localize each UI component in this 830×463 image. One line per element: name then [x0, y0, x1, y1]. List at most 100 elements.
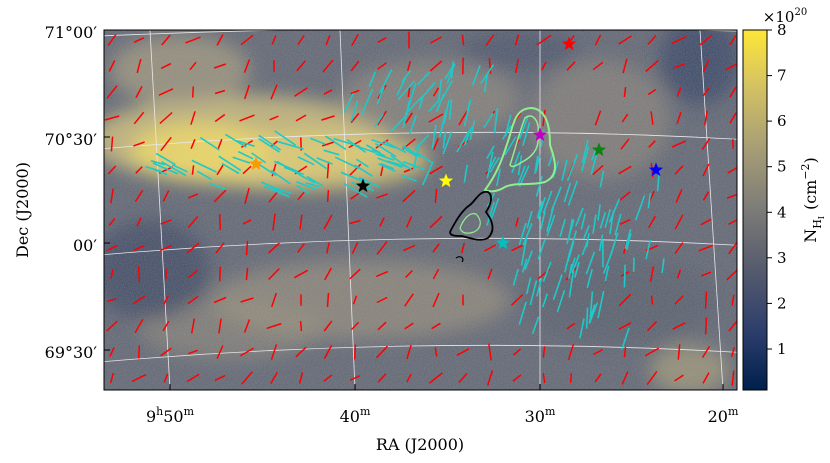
polarization-vector-cyan [466, 99, 472, 114]
polarization-vector-cyan [621, 327, 630, 350]
polarization-vector-red [323, 89, 333, 95]
polarization-vector-cyan [585, 251, 596, 275]
polarization-vector-red [187, 295, 199, 305]
polarization-vector-red [186, 373, 200, 383]
polarization-vector-cyan [524, 250, 533, 270]
polarization-vector-cyan [374, 113, 384, 128]
polarization-vector-red [650, 295, 654, 305]
polarization-vector-red [379, 217, 385, 227]
polarization-vector-red [406, 373, 412, 383]
polarization-vector-red [187, 269, 199, 279]
polarization-vector-cyan [589, 291, 594, 318]
polarization-vector-cyan [296, 180, 317, 191]
polarization-vector-cyan [535, 154, 541, 172]
polarization-vector-cyan [343, 92, 355, 113]
polarization-vector-red [326, 161, 330, 179]
dec-grid-line [104, 344, 737, 363]
polarization-vector-red [701, 346, 711, 358]
polarization-vector-red [726, 193, 737, 199]
polarization-vector-red [725, 63, 737, 71]
polarization-vector-cyan [409, 114, 417, 134]
polarization-vector-red [160, 244, 172, 252]
star-marker-red [561, 36, 577, 51]
polarization-vector-red [702, 372, 710, 384]
polarization-vector-red [674, 242, 684, 254]
polarization-vector-red [405, 269, 413, 279]
polarization-vector-red [511, 244, 523, 252]
polarization-vector-cyan [535, 175, 543, 197]
y-tick-label: 70°30′ [45, 130, 98, 149]
polarization-vector-red [648, 140, 656, 148]
star-marker-magenta [532, 127, 548, 142]
colorbar-label: NHI(cm−2) [799, 157, 826, 243]
polarization-vector-red [618, 322, 632, 330]
polarization-vector-red [726, 269, 737, 281]
polarization-vector-cyan [564, 250, 571, 273]
polarization-vector-cyan [390, 112, 409, 133]
polarization-vector-red [731, 370, 735, 386]
polarization-vector-cyan [446, 63, 456, 84]
polarization-vector-cyan [297, 156, 315, 166]
polarization-vector-cyan [512, 268, 519, 286]
polarization-vector-cyan [581, 146, 590, 172]
polarization-vector-red [110, 188, 114, 204]
polarization-vector-red [321, 141, 335, 147]
polarization-vector-cyan [415, 151, 433, 164]
polarization-vector-red [323, 320, 333, 332]
polarization-vector-red [646, 320, 658, 332]
polarization-vector-red [348, 163, 362, 177]
polarization-vector-red [270, 372, 278, 384]
polarization-vector-red [243, 319, 251, 333]
polarization-vector-cyan [518, 165, 530, 187]
x-tick-label: 20m [708, 405, 739, 426]
polarization-vector-red [295, 114, 307, 122]
polarization-vector-red [405, 112, 413, 124]
colorbar-tick-label: 1 [777, 340, 787, 358]
polarization-vector-red [375, 270, 389, 278]
polarization-vector-red [240, 34, 254, 46]
map-panel [104, 30, 737, 390]
polarization-vector-red [294, 87, 308, 97]
polarization-vector-red [484, 244, 496, 252]
polarization-vector-red [268, 267, 280, 281]
colorbar-tick-label: 4 [777, 203, 787, 221]
polarization-vector-red [376, 241, 388, 255]
polarization-vector-cyan [401, 70, 412, 83]
polarization-vector-cyan [273, 160, 298, 173]
polarization-vector-red [377, 110, 387, 126]
polarization-vector-red [189, 61, 197, 71]
polarization-vector-red [432, 292, 440, 308]
polarization-vector-cyan [224, 133, 247, 148]
polarization-vector-cyan [597, 290, 605, 319]
polarization-vector-cyan [567, 180, 578, 206]
polarization-vector-cyan [569, 257, 576, 275]
polarization-vector-cyan [546, 206, 555, 232]
polarization-vector-cyan [258, 134, 282, 151]
polarization-vector-red [645, 59, 659, 73]
polarization-vector-red [728, 219, 737, 225]
polarization-vector-red [515, 217, 519, 227]
polarization-vector-cyan [221, 162, 240, 175]
polarization-vector-red [728, 320, 737, 332]
polarization-vector-red [160, 62, 172, 70]
polarization-vector-cyan [520, 237, 528, 266]
polarization-vector-red [700, 271, 712, 277]
polarization-vector-cyan [441, 80, 453, 100]
polarization-vector-cyan [511, 151, 521, 174]
polarization-vector-cyan [416, 71, 431, 86]
polarization-vector-red [293, 269, 309, 279]
polarization-vector-red [349, 219, 361, 225]
polarization-vector-cyan [518, 301, 527, 325]
polarization-vector-red [647, 88, 657, 96]
polarization-vector-red [621, 113, 629, 123]
polarization-vector-red [623, 346, 627, 358]
polarization-vector-red [536, 34, 552, 46]
polarization-vector-cyan [608, 198, 621, 223]
polarization-vector-cyan [358, 176, 380, 188]
polarization-vector-cyan [592, 214, 597, 234]
polarization-vector-cyan [237, 150, 254, 160]
polarization-vector-cyan [333, 137, 361, 148]
polarization-vector-cyan [343, 183, 368, 198]
polarization-vector-red [160, 219, 172, 225]
polarization-vector-red [703, 110, 709, 126]
